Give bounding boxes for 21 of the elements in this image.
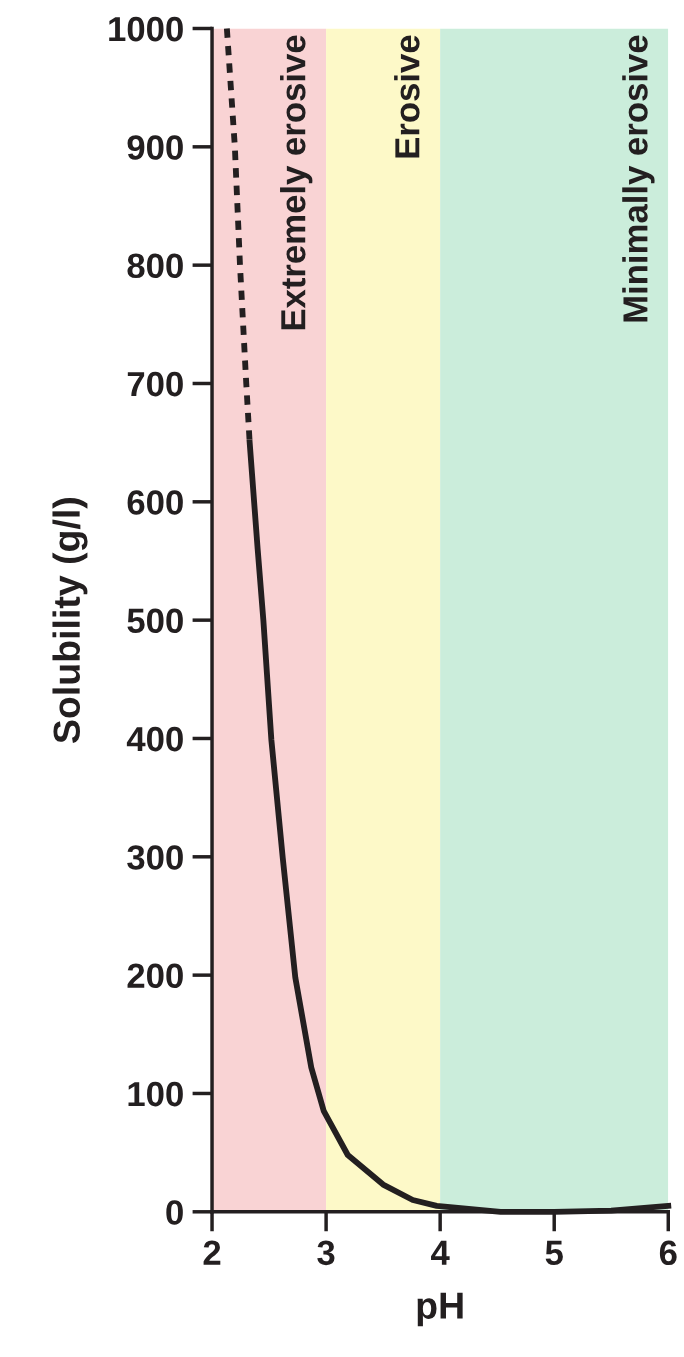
- x-tick-label: 5: [545, 1240, 563, 1266]
- y-tick-label: 900: [127, 135, 183, 160]
- x-tick-label: 4: [431, 1240, 450, 1265]
- x-axis-title: pH: [417, 1292, 463, 1327]
- y-tick-label: 500: [127, 608, 183, 634]
- band-label: Erosive: [394, 35, 420, 158]
- band-label: Extremely erosive: [280, 35, 313, 330]
- y-tick-label: 100: [128, 1081, 183, 1107]
- x-tick-label: 2: [203, 1240, 221, 1265]
- y-tick-label: 200: [127, 963, 183, 989]
- y-tick-label: 600: [127, 490, 183, 515]
- y-tick-label: 800: [127, 253, 183, 279]
- x-tick-label: 6: [659, 1240, 677, 1266]
- y-tick-label: 700: [127, 371, 183, 397]
- y-axis-title: Solubility (g/l): [52, 498, 88, 744]
- y-tick-label: 300: [127, 845, 183, 870]
- band-label: Minimally erosive: [622, 35, 655, 322]
- y-tick-label: 1000: [109, 16, 183, 42]
- y-tick-label: 400: [126, 726, 183, 752]
- x-tick-label: 3: [317, 1240, 335, 1266]
- y-tick-label: 0: [166, 1200, 183, 1225]
